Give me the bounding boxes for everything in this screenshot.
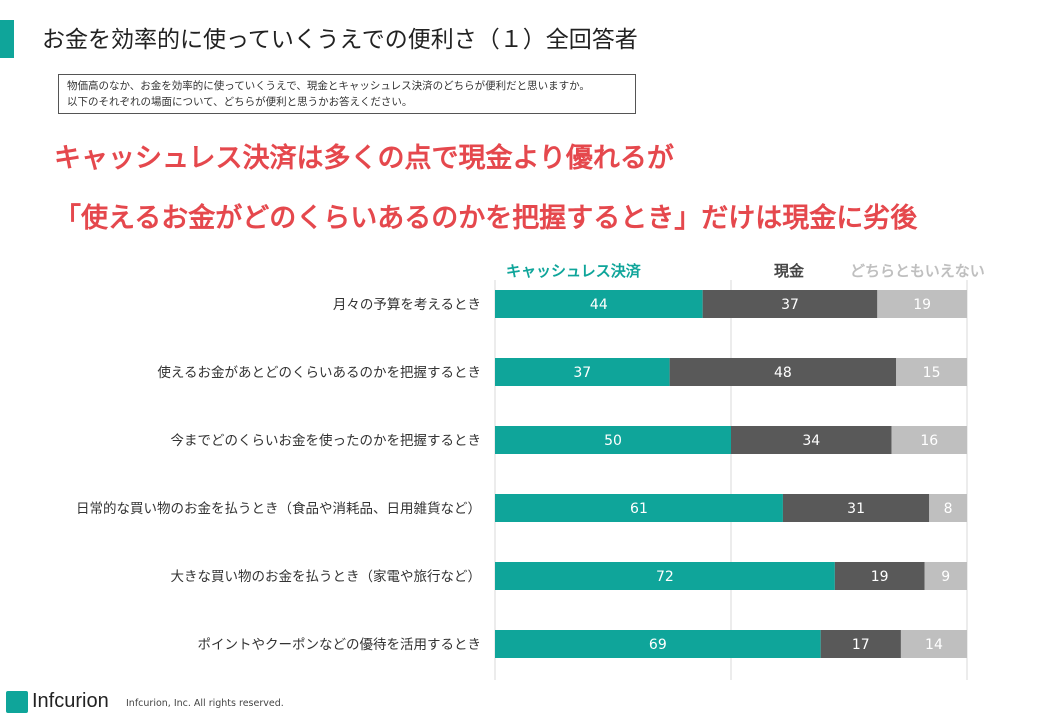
data-label: 37 — [573, 365, 591, 381]
data-label: 44 — [590, 297, 608, 313]
bar-segment — [495, 358, 670, 386]
legend-neither: どちらともいえない — [850, 262, 985, 280]
bar-segment — [495, 290, 703, 318]
bar-segment — [891, 426, 967, 454]
category-label: 日常的な買い物のお金を払うとき（食品や消耗品、日用雑貨など） — [76, 500, 481, 517]
data-label: 72 — [656, 569, 674, 585]
data-label: 37 — [781, 297, 799, 313]
bar-segment — [702, 290, 878, 318]
data-label: 69 — [649, 637, 667, 653]
logo-mark-icon — [6, 690, 28, 713]
bar-segment — [495, 426, 731, 454]
question-box: 物価高のなか、お金を効率的に使っていくうえで、現金とキャッシュレス決済のどちらが… — [58, 74, 636, 114]
bar-segment — [731, 426, 892, 454]
bar-segment — [495, 562, 835, 590]
category-label: 月々の予算を考えるとき — [333, 297, 481, 313]
bar-segment — [900, 630, 967, 658]
category-label: 使えるお金があとどのくらいあるのかを把握するとき — [157, 364, 481, 381]
logo-text: Infcurion — [32, 690, 109, 712]
bar-segment — [495, 630, 821, 658]
bar-segment — [820, 630, 901, 658]
bar-segment — [896, 358, 967, 386]
legend-cash: 現金 — [774, 262, 805, 280]
copyright-text: Infcurion, Inc. All rights reserved. — [126, 698, 284, 709]
bar-segment — [782, 494, 930, 522]
data-label: 61 — [630, 501, 648, 517]
bar-segment — [877, 290, 967, 318]
data-label: 17 — [852, 637, 870, 653]
data-label: 9 — [941, 569, 950, 585]
data-label: 50 — [604, 433, 622, 449]
data-label: 16 — [920, 433, 938, 449]
category-label: 大きな買い物のお金を払うとき（家電や旅行など） — [171, 568, 482, 585]
category-label: ポイントやクーポンなどの優待を活用するとき — [198, 637, 482, 653]
headline-line-2: 「使えるお金がどのくらいあるのかを把握するとき」だけは現金に劣後 — [54, 203, 918, 234]
question-line-1: 物価高のなか、お金を効率的に使っていくうえで、現金とキャッシュレス決済のどちらが… — [67, 80, 590, 92]
question-line-2: 以下のそれぞれの場面について、どちらが便利と思うかお答えください。 — [67, 96, 413, 108]
data-label: 31 — [847, 501, 865, 517]
bar-segment — [669, 358, 897, 386]
data-label: 48 — [774, 365, 792, 381]
data-label: 34 — [802, 433, 820, 449]
data-label: 14 — [925, 637, 943, 653]
data-label: 19 — [913, 297, 931, 313]
headline-line-1: キャッシュレス決済は多くの点で現金より優れるが — [54, 143, 674, 174]
bar-segment — [924, 562, 967, 590]
data-label: 19 — [871, 569, 889, 585]
title-accent-bar — [0, 20, 14, 58]
bar-segment — [929, 494, 967, 522]
company-logo: Infcurion — [6, 690, 109, 713]
data-label: 15 — [923, 365, 941, 381]
page-title: お金を効率的に使っていくうえでの便利さ（１）全回答者 — [42, 27, 638, 53]
data-label: 8 — [944, 501, 953, 517]
bar-segment — [495, 494, 783, 522]
legend-cashless: キャッシュレス決済 — [506, 262, 641, 280]
category-label: 今までどのくらいお金を使ったのかを把握するとき — [171, 432, 482, 449]
bar-segment — [834, 562, 925, 590]
